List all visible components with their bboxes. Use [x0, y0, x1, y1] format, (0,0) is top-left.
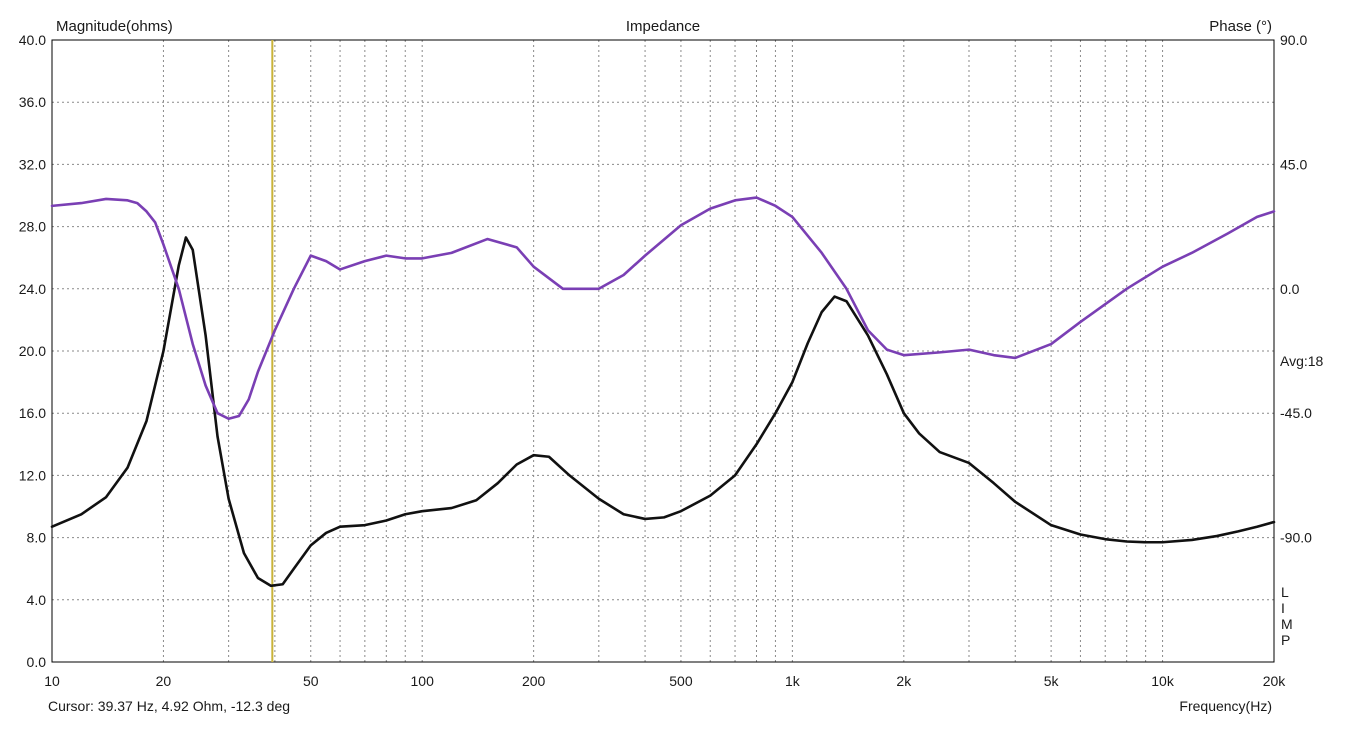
y-left-tick-label: 40.0 [19, 32, 46, 48]
x-tick-label: 5k [1044, 673, 1060, 689]
y-right-tick-label: 0.0 [1280, 281, 1300, 297]
y-left-tick-label: 28.0 [19, 219, 46, 235]
series-layer [50, 196, 1276, 588]
magnitude-series-line [50, 236, 1276, 588]
y-left-tick-label: 20.0 [19, 343, 46, 359]
y-left-tick-label: 12.0 [19, 467, 46, 483]
x-tick-label: 50 [303, 673, 319, 689]
side-letter: M [1281, 616, 1293, 632]
x-tick-label: 500 [669, 673, 693, 689]
cursor-readout: Cursor: 39.37 Hz, 4.92 Ohm, -12.3 deg [48, 698, 290, 714]
grid [52, 40, 1274, 662]
x-tick-label: 10 [44, 673, 60, 689]
plot-frame [51, 39, 1275, 663]
right-axis-label: Phase (°) [1209, 18, 1272, 35]
y-left-tick-label: 4.0 [27, 592, 47, 608]
x-tick-label: 2k [896, 673, 912, 689]
x-axis-label: Frequency(Hz) [1179, 698, 1272, 714]
left-axis-label: Magnitude(ohms) [56, 18, 173, 35]
x-tick-label: 100 [411, 673, 435, 689]
side-letter: P [1281, 632, 1290, 648]
y-left-tick-label: 0.0 [27, 654, 47, 670]
y-right-tick-label: 45.0 [1280, 156, 1307, 172]
x-tick-label: 200 [522, 673, 546, 689]
x-tick-label: 1k [785, 673, 801, 689]
side-letter: I [1281, 600, 1285, 616]
side-letter: L [1281, 584, 1289, 600]
y-left-tick-label: 8.0 [27, 530, 47, 546]
tick-labels: 10 20 50 100 200 500 1k 2k 5k 10k 20k 0.0 4.0 8.0 12.0… [19, 32, 1312, 689]
y-right-tick-label: -90.0 [1280, 530, 1312, 546]
y-right-tick-label: 90.0 [1280, 32, 1307, 48]
y-left-tick-label: 32.0 [19, 156, 46, 172]
phase-series-line [50, 196, 1276, 421]
x-tick-label: 10k [1151, 673, 1175, 689]
avg-label: Avg:18 [1280, 353, 1324, 369]
x-tick-label: 20 [156, 673, 172, 689]
y-left-tick-label: 24.0 [19, 281, 46, 297]
y-left-tick-label: 16.0 [19, 405, 46, 421]
y-left-tick-label: 36.0 [19, 94, 46, 110]
chart-title: Impedance [626, 18, 700, 35]
y-right-tick-label: -45.0 [1280, 405, 1312, 421]
x-tick-label: 20k [1263, 673, 1287, 689]
